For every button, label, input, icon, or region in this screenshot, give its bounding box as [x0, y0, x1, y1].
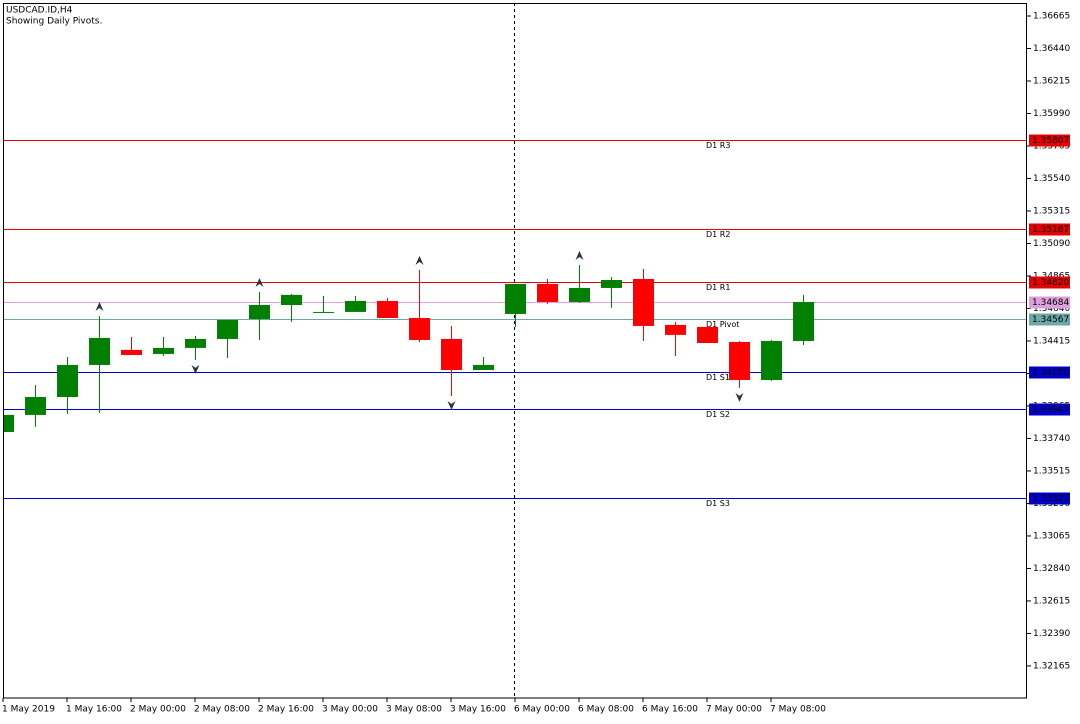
level-name: D1 S2	[706, 410, 730, 419]
level-value-box	[1029, 134, 1070, 147]
level-name: D1 R3	[706, 141, 730, 150]
level-value-box	[1029, 366, 1070, 379]
x-tick-label: 6 May 08:00	[578, 705, 634, 715]
y-tick-label: 1.36665	[1033, 11, 1070, 21]
candle-body	[665, 324, 686, 335]
y-tick-label: 1.32840	[1033, 564, 1070, 574]
x-tick-label: 2 May 00:00	[130, 705, 186, 715]
x-tick-label: 2 May 16:00	[258, 705, 314, 715]
y-tick-label: 1.34415	[1033, 336, 1070, 346]
x-tick-label: 1 May 2019	[2, 705, 55, 715]
level-value-box	[1029, 276, 1070, 289]
candle-body	[25, 397, 46, 415]
fractal-up	[575, 250, 584, 260]
level-value-box	[1029, 403, 1070, 416]
candle-body	[121, 349, 142, 355]
candle-body	[3, 414, 14, 432]
level-name: D1 R1	[706, 283, 730, 292]
level-value-label: 1.35807	[1032, 136, 1069, 146]
x-tick-label: 3 May 00:00	[322, 705, 378, 715]
y-tick-label: 1.35090	[1033, 239, 1070, 249]
y-tick-label: 1.32390	[1033, 629, 1070, 639]
candle-body	[633, 279, 654, 326]
candle-body	[473, 364, 494, 370]
fractal-up	[95, 301, 104, 311]
level-value-label: 1.33947	[1032, 405, 1069, 415]
fractal-down	[191, 364, 200, 374]
candle-body	[185, 338, 206, 348]
candle-body	[441, 338, 462, 370]
y-tick-label: 1.36440	[1033, 44, 1070, 54]
fractal-up	[415, 255, 424, 265]
y-tick-label: 1.33515	[1033, 466, 1070, 476]
level-value-box	[1029, 492, 1070, 505]
x-tick-label: 6 May 00:00	[514, 705, 570, 715]
y-tick-label: 1.33740	[1033, 434, 1070, 444]
level-name: D1 S1	[706, 373, 730, 382]
y-tick-label: 1.35315	[1033, 206, 1070, 216]
chart-title: USDCAD.ID,H4	[6, 6, 73, 16]
candle-body	[505, 283, 526, 314]
level-value-label: 1.34820	[1032, 278, 1069, 288]
candle-body	[697, 326, 718, 343]
candle-body	[281, 294, 302, 306]
candle-body	[217, 320, 238, 339]
plot-area: D1 R3 D1 R2 D1 R1 D1 Pivot D1 S1 D1 S2 D1 S3	[3, 3, 1027, 698]
candle-body	[569, 287, 590, 302]
x-tick-label: 2 May 08:00	[194, 705, 250, 715]
x-tick-label: 7 May 08:00	[770, 705, 826, 715]
candle-body	[409, 318, 430, 340]
candle-body	[153, 347, 174, 354]
y-tick-label: 1.32615	[1033, 596, 1070, 606]
level-name: D1 S3	[706, 499, 730, 508]
fractal-up	[255, 278, 264, 288]
y-tick-label: 1.32165	[1033, 661, 1070, 671]
y-tick-label: 1.33065	[1033, 531, 1070, 541]
y-tick-label: 1.34640	[1033, 304, 1070, 314]
level-value-box	[1029, 223, 1070, 236]
candle-body	[729, 341, 750, 380]
y-tick-label: 1.35990	[1033, 109, 1070, 119]
candle-body	[57, 364, 78, 398]
level-name: D1 Pivot	[706, 320, 739, 329]
x-tick-label: 7 May 00:00	[706, 705, 762, 715]
candle-body	[537, 283, 558, 302]
x-tick-label: 1 May 16:00	[66, 705, 122, 715]
candle-body	[89, 337, 110, 365]
y-tick-label: 1.35540	[1033, 174, 1070, 184]
x-tick-label: 3 May 08:00	[386, 705, 442, 715]
y-tick-label: 1.36215	[1033, 76, 1070, 86]
y-tick-label: 1.34865	[1033, 271, 1070, 281]
candle-body	[313, 311, 334, 313]
candle-body	[793, 301, 814, 341]
level-value-label: 1.33327	[1032, 494, 1069, 504]
candle-body	[377, 300, 398, 319]
x-tick-label: 3 May 16:00	[450, 705, 506, 715]
candle-body	[345, 300, 366, 312]
level-value-box	[1029, 313, 1070, 326]
candle-body	[249, 305, 270, 320]
level-value-label: 1.34200	[1032, 368, 1069, 378]
chart-subtitle: Showing Daily Pivots.	[6, 17, 102, 27]
level-value-label: 1.34567	[1032, 315, 1069, 325]
fractal-down	[447, 400, 456, 410]
level-value-label: 1.34684	[1032, 298, 1069, 308]
candle-body	[601, 280, 622, 288]
fractal-down	[735, 392, 744, 402]
x-tick-label: 6 May 16:00	[642, 705, 698, 715]
level-value-label: 1.35187	[1032, 225, 1069, 235]
level-value-box	[1029, 296, 1070, 309]
candle-body	[761, 340, 782, 380]
level-name: D1 R2	[706, 230, 730, 239]
